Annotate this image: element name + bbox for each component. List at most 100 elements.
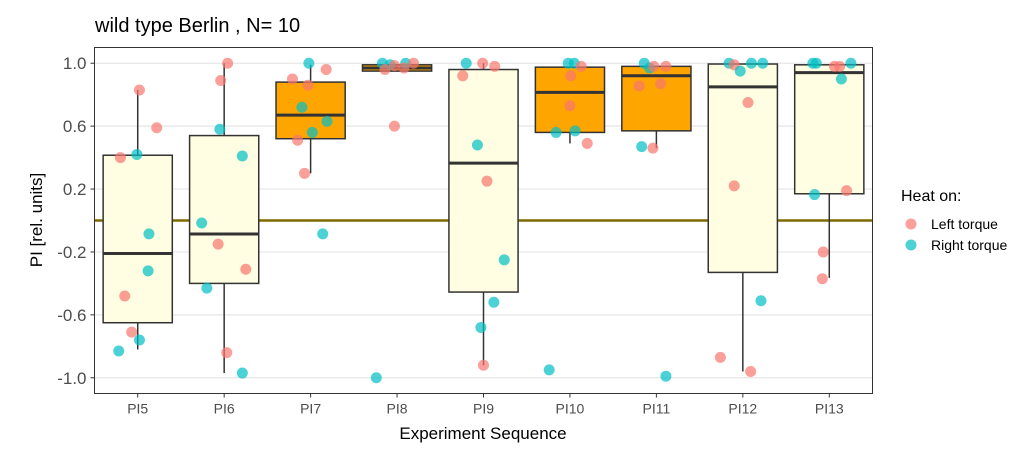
data-point-right-torque	[143, 228, 155, 240]
legend-label-right-torque: Right torque	[931, 237, 1007, 253]
data-point-left-torque	[302, 79, 314, 91]
x-tick-label: PI8	[387, 401, 408, 417]
data-point-left-torque	[398, 62, 410, 74]
data-point-right-torque	[113, 345, 125, 357]
data-point-right-torque	[550, 126, 562, 138]
box-PI9	[448, 63, 519, 366]
data-point-right-torque	[745, 57, 757, 69]
y-tick-label: -1.0	[57, 369, 86, 388]
y-tick-label: -0.6	[57, 306, 86, 325]
x-axis-label: Experiment Sequence	[399, 424, 566, 443]
box-PI11	[621, 65, 692, 149]
data-point-right-torque	[370, 372, 382, 384]
data-point-right-torque	[196, 217, 208, 229]
data-point-right-torque	[498, 254, 510, 266]
data-point-right-torque	[214, 123, 226, 135]
y-tick-label: 0.6	[63, 117, 87, 136]
data-point-left-torque	[320, 64, 332, 76]
data-point-left-torque	[222, 57, 234, 69]
points-layer	[113, 57, 857, 384]
data-point-left-torque	[379, 64, 391, 76]
data-point-left-torque	[126, 326, 138, 338]
data-point-right-torque	[306, 126, 318, 138]
data-point-left-torque	[660, 60, 672, 72]
x-tick-label: PI5	[127, 401, 148, 417]
data-point-left-torque	[299, 167, 311, 179]
data-point-right-torque	[660, 370, 672, 382]
data-point-right-torque	[809, 189, 821, 201]
legend-label-left-torque: Left torque	[931, 216, 998, 232]
chart-title: wild type Berlin , N= 10	[94, 15, 300, 37]
data-point-right-torque	[142, 265, 154, 277]
data-point-right-torque	[236, 367, 248, 379]
box-body	[793, 64, 865, 195]
data-point-left-torque	[714, 351, 726, 363]
data-point-left-torque	[575, 60, 587, 72]
data-point-right-torque	[755, 295, 767, 307]
data-point-left-torque	[481, 175, 493, 187]
data-point-right-torque	[757, 57, 769, 69]
data-point-left-torque	[745, 365, 757, 377]
x-tick-label: PI9	[473, 401, 494, 417]
data-point-left-torque	[212, 238, 224, 250]
box-body	[707, 63, 779, 274]
data-point-left-torque	[407, 57, 419, 69]
data-point-right-torque	[569, 125, 581, 137]
data-point-left-torque	[286, 73, 298, 85]
data-point-left-torque	[834, 60, 846, 72]
y-tick-label: 0.2	[63, 180, 87, 199]
data-point-left-torque	[114, 152, 126, 164]
data-point-right-torque	[201, 282, 213, 294]
data-point-left-torque	[647, 142, 659, 154]
data-point-right-torque	[734, 65, 746, 77]
data-point-left-torque	[841, 185, 853, 197]
data-point-right-torque	[810, 57, 822, 69]
box-PI6	[188, 63, 260, 374]
box-PI5	[102, 89, 174, 350]
data-point-right-torque	[131, 148, 143, 160]
data-point-left-torque	[742, 97, 754, 109]
y-tick-label: 1.0	[63, 54, 87, 73]
data-point-left-torque	[564, 100, 576, 112]
data-point-right-torque	[636, 141, 648, 153]
box-body	[102, 154, 174, 324]
data-point-right-torque	[543, 364, 555, 376]
y-tick-label: -0.2	[57, 243, 86, 262]
data-point-left-torque	[292, 134, 304, 146]
data-point-right-torque	[475, 321, 487, 333]
data-point-left-torque	[816, 273, 828, 285]
data-point-right-torque	[296, 101, 308, 113]
legend-key-right-torque	[905, 239, 917, 251]
data-point-right-torque	[835, 73, 847, 85]
data-point-left-torque	[817, 246, 829, 258]
data-point-left-torque	[565, 70, 577, 82]
data-point-left-torque	[477, 57, 489, 69]
data-point-left-torque	[215, 75, 227, 87]
data-point-right-torque	[845, 57, 857, 69]
data-point-left-torque	[655, 78, 667, 90]
data-point-left-torque	[633, 80, 645, 92]
y-axis-label: PI [rel. units]	[27, 173, 46, 267]
data-point-left-torque	[221, 347, 233, 359]
data-point-left-torque	[581, 137, 593, 149]
legend-key-left-torque	[905, 218, 917, 230]
data-point-left-torque	[489, 60, 501, 72]
data-point-left-torque	[457, 70, 469, 82]
legend-title: Heat on:	[901, 188, 961, 205]
box-body	[188, 134, 260, 285]
data-point-left-torque	[151, 122, 163, 134]
x-tick-label: PI10	[556, 401, 585, 417]
x-axis-ticks: PI5 PI6 PI7 PI8 PI9 PI10 PI11 PI12 PI13	[127, 393, 844, 417]
legend: Heat on: Left torque Right torque	[901, 188, 1007, 253]
data-point-left-torque	[240, 263, 252, 275]
data-point-right-torque	[488, 296, 500, 308]
data-point-right-torque	[460, 57, 472, 69]
data-point-right-torque	[236, 150, 248, 162]
data-point-right-torque	[303, 57, 315, 69]
x-tick-label: PI13	[815, 401, 844, 417]
data-point-left-torque	[133, 84, 145, 96]
x-tick-label: PI11	[643, 401, 671, 417]
data-point-left-torque	[478, 359, 489, 371]
data-point-left-torque	[728, 180, 740, 192]
